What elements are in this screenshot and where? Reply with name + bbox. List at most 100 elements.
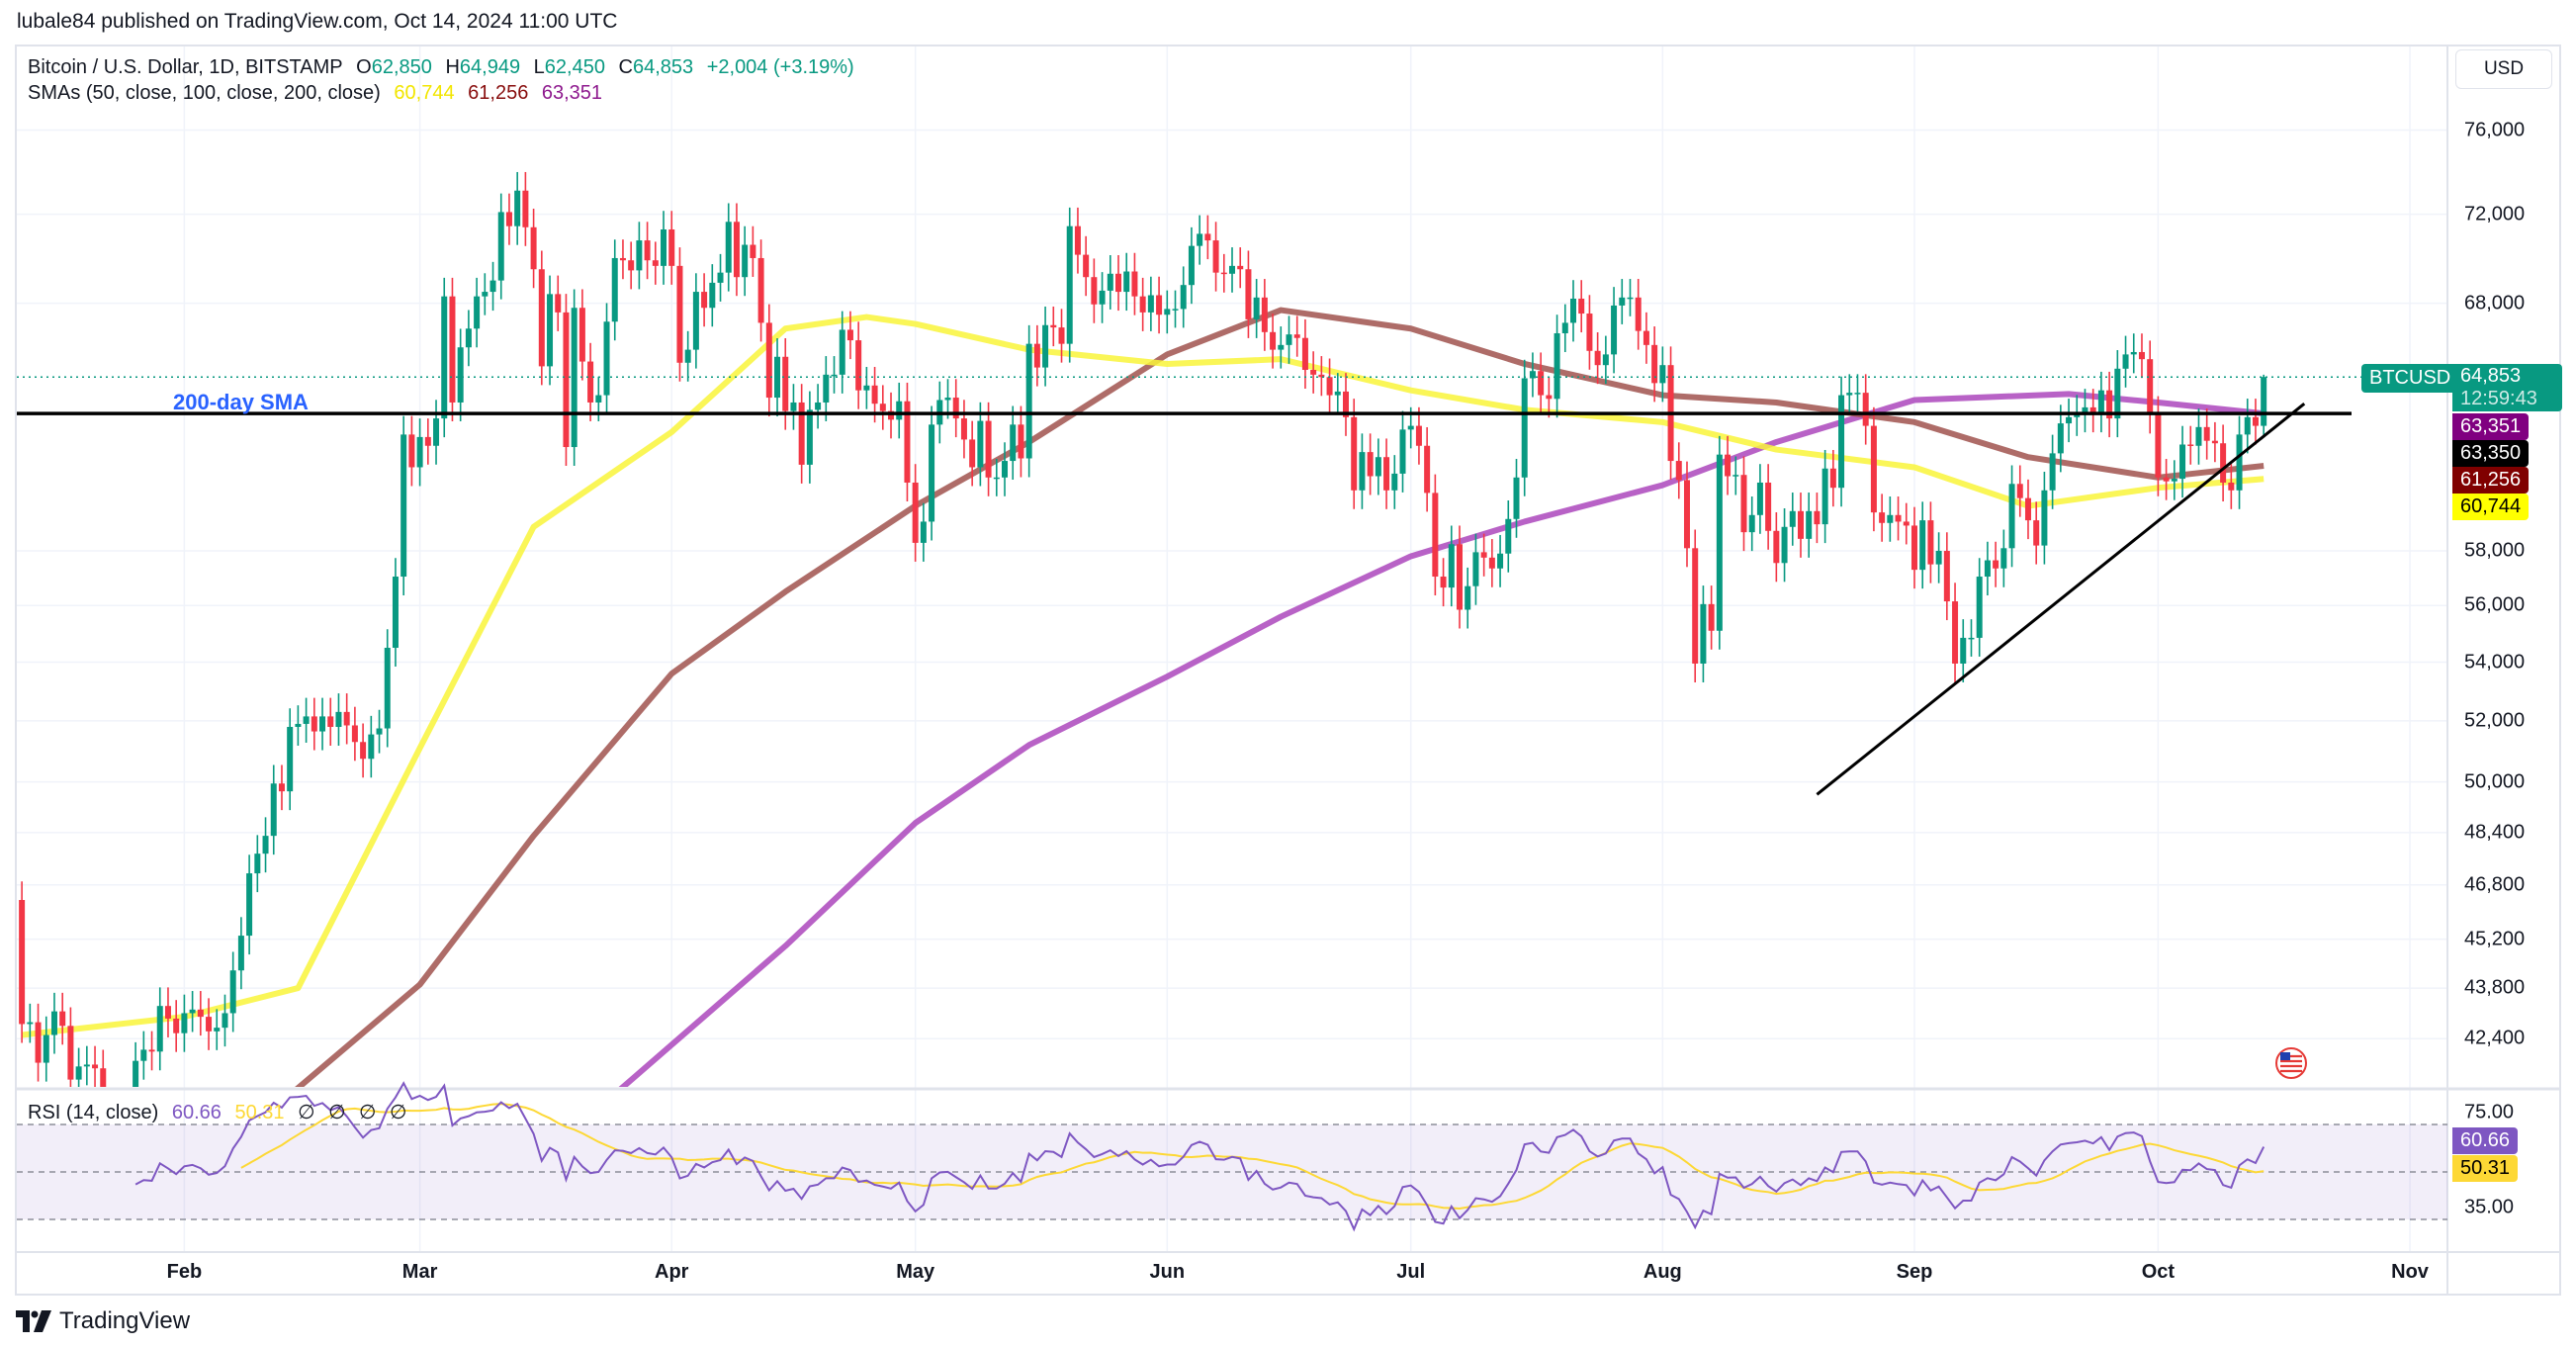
annotation-200-day-sma[interactable]: 200-day SMA (173, 390, 309, 414)
candle-body (1237, 265, 1244, 270)
candle-body (717, 272, 724, 283)
candle-body (1025, 343, 1032, 459)
candle-body (441, 296, 448, 419)
candle-body (2138, 351, 2145, 360)
candle-body (1854, 393, 1861, 395)
candle-body (1066, 225, 1073, 344)
candle-body (1748, 514, 1755, 533)
candle-body (1943, 551, 1950, 602)
candle-body (1229, 265, 1236, 274)
na-icon: ∅ (390, 1102, 407, 1123)
candle-body (246, 873, 253, 937)
candle-body (619, 257, 626, 261)
rsi-title[interactable]: RSI (14, close) (28, 1102, 159, 1123)
candle-body (757, 257, 764, 323)
candle-body (1261, 297, 1268, 332)
candle-body (1440, 577, 1447, 588)
candle-body (368, 734, 375, 760)
candle-body (1903, 521, 1910, 526)
candle-body (1050, 324, 1057, 328)
candle-body (148, 1049, 155, 1052)
sma100-line (295, 307, 2265, 1087)
candle-body (2155, 414, 2162, 478)
chart-frame (15, 45, 2561, 1296)
candle-body (1797, 510, 1804, 539)
candle-body (19, 900, 26, 1025)
bar-countdown: 12:59:43 (2460, 388, 2537, 409)
candle-body (538, 269, 545, 367)
price-axis-label: 58,000 (2464, 539, 2526, 562)
sma200-value: 63,351 (541, 82, 603, 104)
currency-button[interactable]: USD (2455, 49, 2552, 89)
candle-body (2041, 490, 2048, 546)
candle-body (1651, 344, 1658, 384)
sma200-tag: 63,351 (2452, 413, 2530, 440)
candle-body (2220, 443, 2227, 483)
candle-body (676, 265, 683, 363)
candle-body (497, 212, 504, 281)
close-value: 64,853 (632, 56, 694, 78)
sma-title[interactable]: SMAs (50, close, 100, close, 200, close) (28, 82, 381, 104)
rsi-ma-value: 50.31 (234, 1102, 285, 1123)
candle-body (433, 418, 440, 446)
candle-body (1351, 416, 1358, 491)
candle-body (912, 482, 919, 543)
candle-body (1619, 297, 1626, 306)
change-value: +2,004 (+3.19%) (706, 56, 854, 78)
last-price: 64,853 (2460, 365, 2522, 387)
candle-body (214, 1028, 221, 1032)
candle-body (725, 222, 732, 273)
rsi-axis-label: 35.00 (2464, 1196, 2515, 1218)
candle-body (611, 257, 618, 322)
candle-body (1334, 391, 1341, 396)
candle-body (2211, 440, 2218, 444)
candle-body (1846, 393, 1853, 396)
candle-body (2074, 413, 2081, 417)
price-axis-label: 46,800 (2464, 873, 2526, 896)
candle-body (1399, 429, 1406, 474)
candle-body (1643, 330, 1649, 345)
candle-body (2203, 426, 2210, 441)
candle-body (1253, 297, 1260, 319)
rsi-legend: RSI (14, close) 60.66 50.31 ∅ ∅ ∅ ∅ (28, 1100, 414, 1124)
candle-body (896, 401, 903, 420)
candle-body (100, 1068, 107, 1087)
candle-body (457, 347, 464, 403)
candle-body (1180, 285, 1187, 310)
candle-body (1293, 334, 1300, 338)
time-axis-label: Nov (2391, 1261, 2429, 1283)
candle-body (555, 294, 562, 313)
candle-body (254, 853, 261, 874)
candle-body (465, 328, 472, 348)
candle-body (742, 244, 749, 278)
candle-body (578, 308, 585, 362)
candle-body (1197, 233, 1203, 246)
symbol-title[interactable]: Bitcoin / U.S. Dollar, 1D, BITSTAMP (28, 56, 343, 78)
candle-body (879, 404, 886, 411)
candle-body (181, 1013, 188, 1033)
candle-body (1993, 560, 1999, 569)
candle-body (2236, 434, 2243, 491)
candle-body (222, 1013, 228, 1029)
candle-body (969, 439, 976, 468)
candle-body (993, 477, 1000, 480)
candle-body (1172, 309, 1179, 311)
candle-body (1278, 344, 1285, 350)
candle-body (1270, 331, 1277, 350)
candle-body (1245, 269, 1252, 319)
candle-body (1561, 322, 1568, 333)
tradingview-logo[interactable]: TradingView (16, 1307, 190, 1335)
candle-body (482, 292, 489, 297)
candle-body (1432, 493, 1439, 578)
candle-body (530, 226, 537, 270)
candle-body (1083, 254, 1090, 278)
candle-body (489, 280, 496, 293)
candle-body (505, 212, 512, 226)
candle-body (1107, 273, 1113, 291)
candle-body (1611, 305, 1618, 355)
candle-body (1424, 445, 1431, 494)
candle-body (2244, 416, 2251, 435)
candle-body (871, 385, 878, 404)
candle-body (1806, 510, 1813, 539)
